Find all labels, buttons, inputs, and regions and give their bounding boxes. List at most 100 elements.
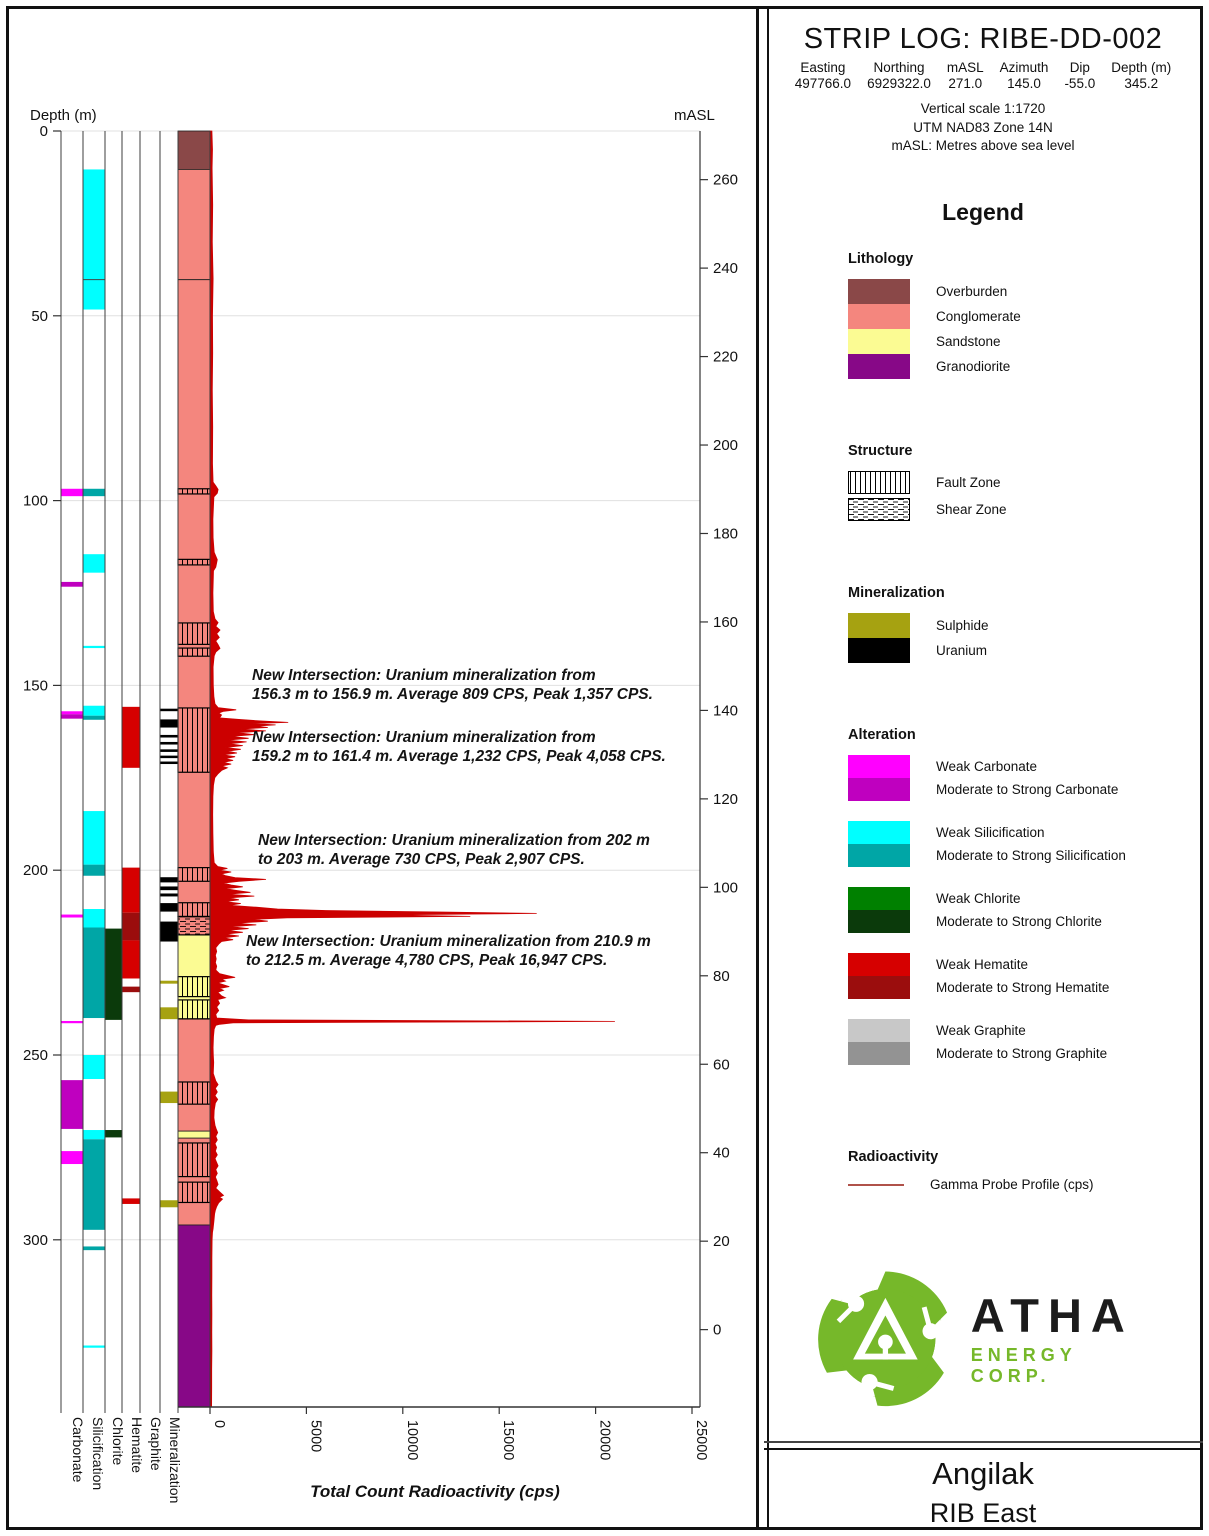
intersection-annotation: 156.3 m to 156.9 m. Average 809 CPS, Pea… xyxy=(252,686,653,703)
masl-note: mASL: Metres above sea level xyxy=(891,137,1075,153)
collar-field-easting: Easting 497766.0 xyxy=(795,60,851,92)
field-label: Easting xyxy=(800,60,846,75)
shear-pattern-icon xyxy=(848,498,910,521)
masl-tick-label: 200 xyxy=(713,437,738,454)
legend-swatch xyxy=(848,329,910,354)
legend-item: Weak Chlorite xyxy=(848,887,1188,910)
legend-gap xyxy=(848,933,1188,953)
lithology-unit xyxy=(177,1018,211,1132)
sulphide-band xyxy=(160,980,178,984)
legend-label: Moderate to Strong Silicification xyxy=(936,848,1126,863)
uranium-band xyxy=(160,734,178,738)
legend-label: Gamma Probe Profile (cps) xyxy=(930,1177,1094,1192)
atha-logo-icon xyxy=(818,1271,948,1407)
masl-tick-label: 40 xyxy=(713,1145,730,1162)
collar-field-depthm: Depth (m) 345.2 xyxy=(1111,60,1171,92)
legend-section-lithology: Lithology Overburden Conglomerate Sandstone… xyxy=(848,251,1188,379)
logo-circuit-trace xyxy=(868,1379,895,1391)
logo-node-dot xyxy=(878,1334,893,1350)
legend-swatch xyxy=(848,755,910,778)
shear-pattern-rect xyxy=(848,498,910,521)
carbonate-band xyxy=(61,1020,83,1024)
legend-swatch xyxy=(848,844,910,867)
fault-zone xyxy=(177,647,211,657)
legend-section-structure: Structure Fault Zone Shear Zone xyxy=(848,443,1188,521)
masl-tick-label: 120 xyxy=(713,791,738,808)
fault-zone xyxy=(177,1142,211,1178)
fault-zone xyxy=(177,558,211,566)
field-label: Azimuth xyxy=(999,60,1049,75)
logo-circuit-dot xyxy=(861,1373,878,1391)
masl-tick-label: 80 xyxy=(713,968,730,985)
masl-tick-label: 180 xyxy=(713,525,738,542)
masl-tick-label: 60 xyxy=(713,1056,730,1073)
radioactivity-tick-label: 15000 xyxy=(500,1420,516,1460)
uranium-band xyxy=(160,893,178,897)
legend-label: Overburden xyxy=(936,284,1008,299)
silicification-band xyxy=(83,715,105,720)
hematite-band xyxy=(122,706,140,768)
silicification-band xyxy=(83,645,105,649)
logo-text: ATHA ENERGY CORP. xyxy=(971,1292,1162,1387)
intersection-annotation: to 212.5 m. Average 4,780 CPS, Peak 16,9… xyxy=(246,952,607,969)
legend-section-heading: Alteration xyxy=(848,727,916,743)
legend-item: Moderate to Strong Silicification xyxy=(848,844,1188,867)
chlorite-band xyxy=(105,928,122,1020)
legend-item: Fault Zone xyxy=(848,471,1188,494)
legend-swatch xyxy=(848,613,910,638)
masl-tick-label: 160 xyxy=(713,614,738,631)
field-label: Depth (m) xyxy=(1111,60,1172,75)
legend-item: Shear Zone xyxy=(848,498,1188,521)
silicification-band xyxy=(83,554,105,573)
depth-tick-label: 250 xyxy=(23,1047,48,1064)
fault-zone xyxy=(177,902,211,917)
legend-label: Sandstone xyxy=(936,334,1001,349)
uranium-band xyxy=(160,877,178,883)
uranium-band xyxy=(160,921,178,942)
legend-section-mineralization: Mineralization Sulphide Uranium xyxy=(848,585,1188,663)
chlorite-band xyxy=(105,1130,122,1138)
hematite-band xyxy=(122,986,140,993)
utm-zone-note: UTM NAD83 Zone 14N xyxy=(913,119,1053,135)
legend-item: Moderate to Strong Chlorite xyxy=(848,910,1188,933)
legend-item: Weak Silicification xyxy=(848,821,1188,844)
depth-tick-label: 0 xyxy=(40,123,48,140)
field-label: mASL xyxy=(946,60,984,75)
legend-section-radioactivity: Radioactivity Gamma Probe Profile (cps) xyxy=(848,1149,1188,1192)
track-label: Hematite xyxy=(129,1417,145,1473)
intersection-annotation: New Intersection: Uranium mineralization… xyxy=(252,667,596,684)
legend-section-heading: Mineralization xyxy=(848,585,945,601)
track-label: Silicification xyxy=(90,1417,106,1490)
company-logo: ATHA ENERGY CORP. xyxy=(812,1259,1162,1419)
legend-item: Overburden xyxy=(848,279,1188,304)
legend-item: Moderate to Strong Hematite xyxy=(848,976,1188,999)
collar-field-northing: Northing 6929322.0 xyxy=(867,60,931,92)
track-label: Chlorite xyxy=(110,1417,126,1465)
silicification-band xyxy=(83,811,105,865)
legend-swatch xyxy=(848,821,910,844)
lithology-unit xyxy=(177,130,211,170)
gamma-line-icon xyxy=(848,1183,904,1186)
track-label: Graphite xyxy=(148,1417,164,1471)
sulphide-band xyxy=(160,1007,178,1020)
panel-divider xyxy=(756,6,769,1530)
track-label: Carbonate xyxy=(70,1417,86,1483)
legend-item: Conglomerate xyxy=(848,304,1188,329)
strip-log-plot: Carbonate Silicification Chlorite Hematite G… xyxy=(23,107,738,1503)
logo-subtitle: ENERGY CORP. xyxy=(970,1344,1077,1386)
silicification-band xyxy=(83,909,105,928)
legend-item: Uranium xyxy=(848,638,1188,663)
intersection-annotation: New Intersection: Uranium mineralization… xyxy=(252,729,596,746)
field-value: 497766.0 xyxy=(794,76,852,92)
hematite-band xyxy=(122,867,140,913)
silicification-band xyxy=(83,705,105,716)
legend-label: Weak Chlorite xyxy=(936,891,1021,906)
legend-section-heading: Lithology xyxy=(848,251,914,267)
legend-label: Weak Hematite xyxy=(936,957,1029,972)
masl-tick-label: 220 xyxy=(713,349,738,366)
shear-zone xyxy=(177,916,211,936)
uranium-band xyxy=(160,741,178,745)
silicification-band xyxy=(83,169,105,310)
masl-tick-label: 0 xyxy=(713,1322,721,1339)
legend-item: Gamma Probe Profile (cps) xyxy=(848,1177,1188,1192)
